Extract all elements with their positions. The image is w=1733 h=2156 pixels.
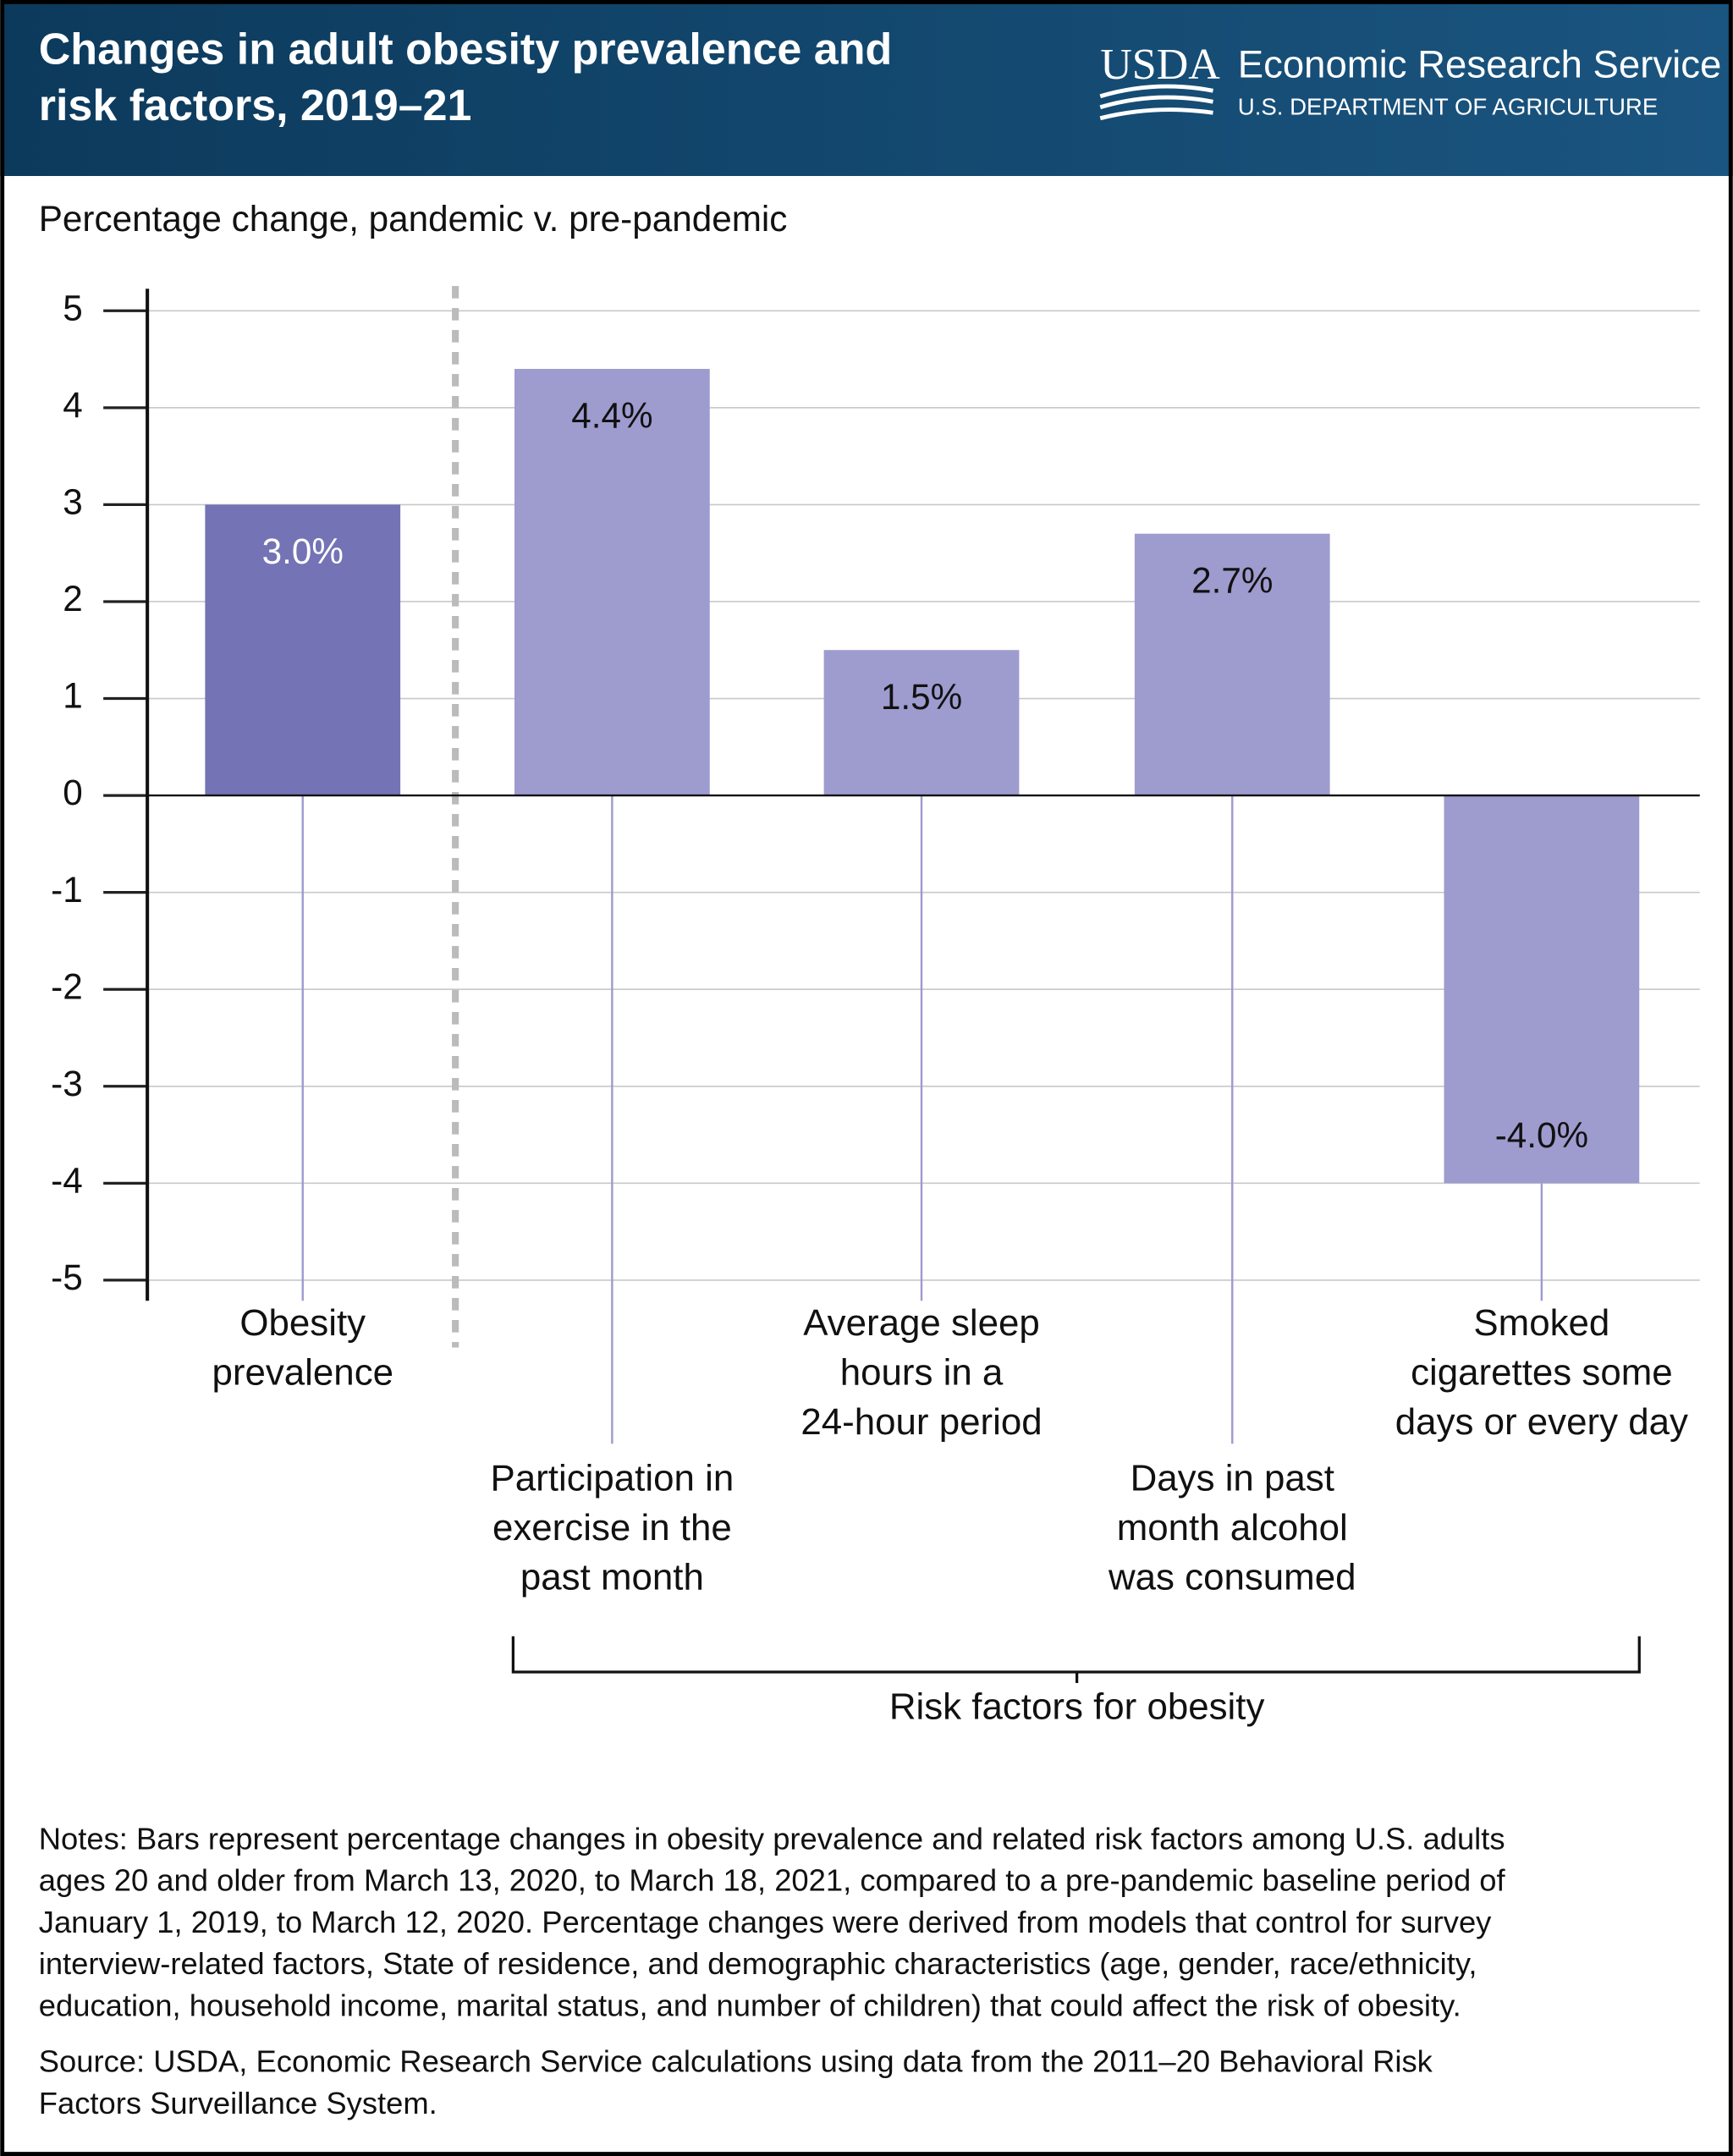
y-tick-label: 5: [63, 288, 83, 327]
value-label: 2.7%: [1191, 560, 1273, 600]
x-tick-label: past month: [520, 1557, 704, 1598]
value-label: -4.0%: [1495, 1115, 1588, 1155]
bar: [823, 650, 1020, 796]
x-tick-label: was consumed: [1108, 1557, 1356, 1598]
y-tick-label: -2: [51, 966, 83, 1006]
y-tick-label: -4: [51, 1160, 83, 1200]
y-tick-label: -3: [51, 1064, 83, 1103]
group-label: Risk factors for obesity: [889, 1686, 1265, 1727]
value-label: 3.0%: [262, 531, 344, 571]
plot: -5 -4 -3 -2 -1 0 1 2 3 4 5 3.0% Obesity prevalence 4.4…: [39, 286, 1700, 2120]
x-tick-label: 24-hour period: [800, 1401, 1042, 1443]
logo-waves: [1099, 84, 1213, 121]
y-tick-label: -1: [51, 870, 83, 910]
y-tick-label: 4: [63, 385, 83, 425]
note: education, household income, marital sta…: [39, 1988, 1461, 2022]
bar: [1134, 533, 1330, 796]
note: Notes: Bars represent percentage changes…: [39, 1821, 1505, 1856]
y-tick-label: 3: [63, 482, 83, 522]
note: interview-related factors, State of resi…: [39, 1946, 1477, 1981]
x-tick-label: Obesity: [239, 1302, 366, 1344]
x-tick-label: Days in past: [1131, 1458, 1334, 1499]
bar: [514, 368, 710, 796]
y-axis-label: Percentage change, pandemic v. pre-pande…: [39, 199, 788, 239]
y-tick-label: 0: [63, 773, 83, 812]
x-tick-label: cigarettes some: [1411, 1352, 1673, 1394]
source: Factors Surveillance System.: [39, 2086, 437, 2120]
x-tick-label: month alcohol: [1117, 1507, 1348, 1548]
bar: [1444, 795, 1640, 1184]
value-label: 1.5%: [881, 677, 962, 717]
x-tick-label: prevalence: [212, 1352, 393, 1394]
y-tick-label: 1: [63, 676, 83, 716]
chart-title: risk factors, 2019–21: [39, 81, 472, 130]
source: Source: USDA, Economic Research Service …: [39, 2044, 1433, 2079]
note: January 1, 2019, to March 12, 2020. Perc…: [39, 1905, 1492, 1939]
y-tick-label: 2: [63, 579, 83, 619]
x-tick-label: exercise in the: [492, 1507, 732, 1548]
y-tick-label: -5: [51, 1257, 83, 1297]
x-tick-label: days or every day: [1395, 1401, 1688, 1443]
logo: USDA: [1100, 41, 1220, 89]
value-label: 4.4%: [571, 396, 652, 436]
x-tick-label: Participation in: [491, 1458, 734, 1499]
note: ages 20 and older from March 13, 2020, t…: [39, 1863, 1506, 1898]
header-band: [0, 0, 1733, 176]
x-tick-label: Smoked: [1473, 1302, 1609, 1344]
group-bracket: [511, 1636, 1641, 1683]
department: U.S. DEPARTMENT OF AGRICULTURE: [1238, 94, 1659, 120]
bar: [205, 504, 401, 796]
x-tick-label: Average sleep: [803, 1302, 1040, 1344]
agency: Economic Research Service: [1238, 43, 1722, 86]
chart-title: Changes in adult obesity prevalence and: [39, 25, 893, 74]
x-tick-label: hours in a: [840, 1352, 1004, 1394]
